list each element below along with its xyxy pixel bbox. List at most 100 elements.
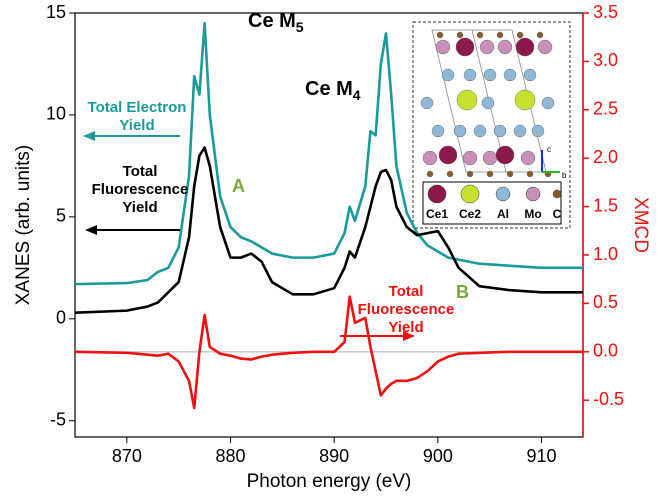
- y-axis-label: XANES (arb. units): [13, 145, 34, 306]
- y2-tick-label: 0.0: [593, 341, 618, 361]
- atom: [473, 124, 487, 138]
- atom: [453, 124, 467, 138]
- atom: [482, 150, 498, 166]
- atom: [531, 124, 545, 138]
- y2-tick-label: -0.5: [593, 389, 624, 409]
- arrow-head: [83, 131, 95, 141]
- atom: [526, 170, 534, 178]
- atom: [455, 37, 475, 57]
- atom: [486, 170, 494, 178]
- annotation: Fluorescence: [358, 301, 455, 318]
- annotation-text: Ce M: [305, 78, 353, 100]
- annotation: Total Electron: [88, 99, 187, 116]
- annotation-subscript: 5: [296, 19, 304, 35]
- y2-tick-label: 3.0: [593, 50, 618, 70]
- y-tick-label: 10: [46, 104, 66, 124]
- annotation: Ce M4: [305, 78, 361, 102]
- atom: [436, 31, 444, 39]
- atom: [456, 89, 478, 111]
- atom: [506, 170, 514, 178]
- annotation: Ce M5: [248, 10, 304, 34]
- x-axis-label: Photon energy (eV): [247, 471, 412, 492]
- annotation: Fluorescence: [92, 181, 189, 198]
- atom: [495, 145, 515, 165]
- x-tick-label: 880: [215, 446, 245, 466]
- atom: [481, 96, 495, 110]
- atom: [493, 124, 507, 138]
- atom: [476, 31, 484, 39]
- y2-tick-label: 3.5: [593, 2, 618, 22]
- annotation: A: [232, 176, 245, 196]
- atom: [479, 39, 495, 55]
- series-line: [74, 21, 583, 286]
- atom: [466, 170, 474, 178]
- atom: [536, 31, 544, 39]
- x-tick-label: 890: [319, 446, 349, 466]
- atom: [422, 150, 438, 166]
- legend-label: Ce1: [426, 207, 448, 221]
- annotation: B: [456, 282, 469, 302]
- atom: [497, 39, 513, 55]
- annotation-text: Ce M: [248, 10, 296, 32]
- atom: [438, 145, 458, 165]
- y-tick-label: 0: [56, 308, 66, 328]
- atom: [515, 37, 535, 57]
- arrow-head: [403, 331, 415, 341]
- legend-label: Al: [497, 207, 509, 221]
- series-line: [74, 295, 583, 410]
- inset-legend-frame: [422, 181, 562, 225]
- y-tick-label: 15: [46, 2, 66, 22]
- atom: [446, 170, 454, 178]
- annotation: Total: [123, 163, 158, 180]
- atom: [516, 31, 524, 39]
- legend-swatch: [495, 186, 511, 202]
- y2-tick-label: 0.5: [593, 292, 618, 312]
- x-tick-label: 910: [527, 446, 557, 466]
- atom: [420, 96, 434, 110]
- atom: [537, 39, 553, 55]
- atom: [541, 96, 555, 110]
- y2-tick-label: 1.5: [593, 195, 618, 215]
- annotation-subscript: 4: [353, 87, 361, 103]
- atom: [514, 89, 536, 111]
- arrow-head: [85, 225, 97, 235]
- y-tick-label: 5: [56, 206, 66, 226]
- legend-label: Mo: [524, 207, 541, 221]
- atom: [426, 170, 434, 178]
- x-tick-label: 870: [112, 446, 142, 466]
- atom: [435, 39, 451, 55]
- atom: [503, 68, 517, 82]
- atom: [441, 68, 455, 82]
- atom: [463, 68, 477, 82]
- series-line: [74, 146, 583, 314]
- legend-swatch: [525, 186, 541, 202]
- atom: [462, 150, 478, 166]
- legend-swatch: [552, 189, 562, 199]
- atom: [456, 31, 464, 39]
- atom: [523, 68, 537, 82]
- atom: [496, 31, 504, 39]
- y2-tick-label: 2.5: [593, 99, 618, 119]
- atom: [513, 124, 527, 138]
- y2-tick-label: 1.0: [593, 244, 618, 264]
- inset-axis-label: c: [547, 145, 551, 154]
- y2-axis-label: XMCD: [630, 197, 651, 253]
- inset-axis-label: b: [562, 171, 567, 180]
- y2-tick-label: 2.0: [593, 147, 618, 167]
- atom: [520, 150, 536, 166]
- legend-label: Ce2: [459, 207, 481, 221]
- annotation: Total: [389, 283, 424, 300]
- annotation-text: B: [456, 282, 469, 302]
- annotation: Yield: [122, 199, 157, 216]
- legend-label: C: [553, 207, 562, 221]
- annotation: Yield: [119, 117, 154, 134]
- atom: [483, 68, 497, 82]
- legend-swatch: [427, 184, 447, 204]
- annotation-text: A: [232, 176, 245, 196]
- y-tick-label: -5: [50, 409, 66, 429]
- atom: [431, 124, 445, 138]
- legend-swatch: [460, 184, 480, 204]
- x-tick-label: 900: [423, 446, 453, 466]
- annotation: Yield: [388, 319, 423, 336]
